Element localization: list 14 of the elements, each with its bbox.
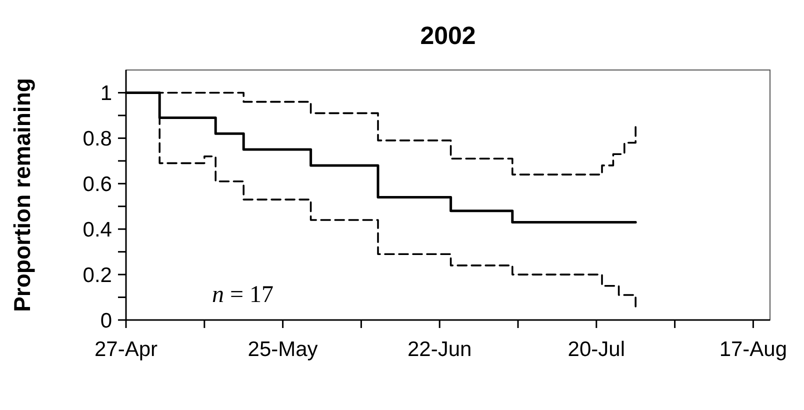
y-axis-title: Proportion remaining	[9, 78, 35, 312]
x-tick-label: 25-May	[248, 338, 318, 361]
x-tick-label: 22-Jun	[407, 338, 472, 361]
y-tick-label: 0.8	[82, 128, 112, 151]
x-tick-label: 17-Aug	[719, 338, 788, 361]
chart-title: 2002	[420, 22, 476, 50]
y-tick-label: 0.6	[82, 172, 112, 196]
x-tick-label: 27-Apr	[94, 338, 158, 361]
y-tick-label: 0.4	[82, 218, 112, 242]
x-tick-label: 20-Jul	[568, 338, 625, 361]
y-tick-label: 0	[100, 309, 112, 332]
annotation: n = 17	[212, 282, 274, 308]
y-tick-label: 1	[100, 82, 112, 106]
y-tick-label: 0.2	[82, 264, 112, 287]
